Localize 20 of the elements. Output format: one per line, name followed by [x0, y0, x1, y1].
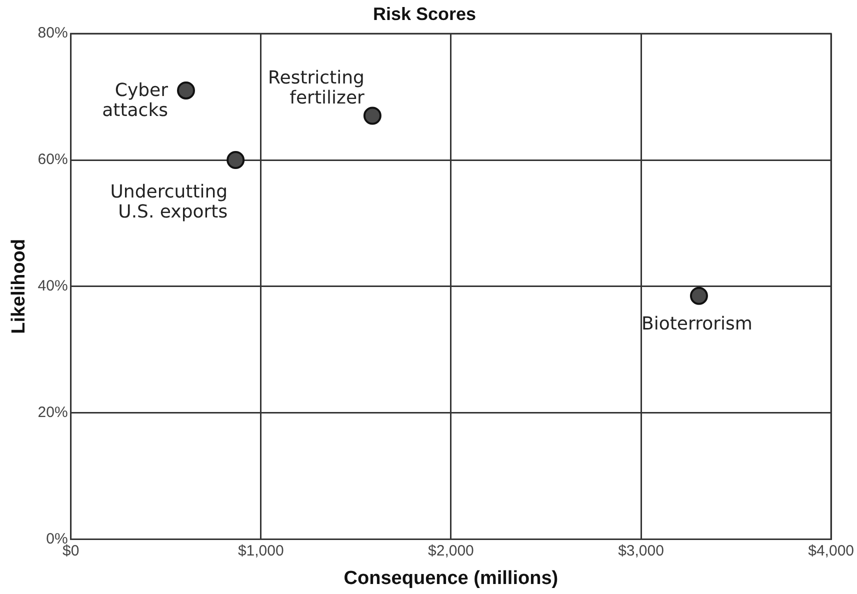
chart-title: Risk Scores: [372, 4, 476, 24]
x-tick-label: $4,000: [808, 542, 854, 560]
annotation: Undercutting U.S. exports: [110, 182, 228, 223]
annotation: Cyber attacks: [102, 80, 169, 122]
annotation: Restricting fertilizer: [268, 67, 366, 108]
point: [226, 151, 245, 169]
point: [363, 106, 382, 125]
y-tick-label: 20%: [38, 404, 68, 421]
point: [177, 81, 195, 100]
x-tick-label: $1,000: [238, 542, 284, 560]
point: [690, 286, 708, 305]
y-tick-label: 60%: [38, 151, 68, 168]
x-tick-label: $2,000: [428, 542, 474, 560]
y-axis-title: Likelihood: [8, 238, 30, 334]
annotation: Bioterrorism: [642, 314, 752, 335]
y-tick-label: 80%: [38, 24, 68, 42]
y-tick-label: 40%: [38, 278, 68, 295]
x-axis-title: Consequence (millions): [344, 568, 558, 589]
x-tick-label: $3,000: [618, 542, 664, 560]
x-tick-label: $0: [62, 542, 80, 560]
